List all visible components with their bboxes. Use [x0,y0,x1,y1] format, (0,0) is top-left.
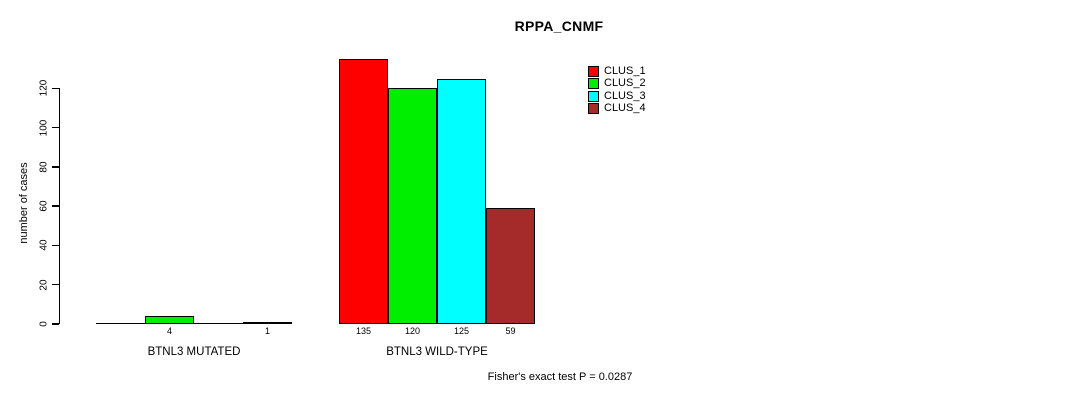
y-axis-tick-label: 0 [38,321,50,327]
x-axis-baseline [96,322,292,324]
bar-clus_2-2 [388,88,437,324]
y-axis-tick-label: 120 [38,80,50,97]
y-axis-tick [51,323,59,325]
bar-value-label: 1 [264,326,270,336]
bar-value-label: 135 [355,326,372,336]
legend-swatch-clus_3 [588,90,599,102]
legend-label-clus_3: CLUS_3 [604,89,646,102]
chart-title: RPPA_CNMF [514,18,604,34]
bar-clus_4-1 [243,322,292,324]
legend-swatch-clus_4 [588,103,599,115]
y-axis-tick-label: 60 [38,200,50,212]
y-axis-tick-label: 40 [38,239,50,252]
bar-clus_3-2 [437,78,486,324]
bar-clus_4-2 [486,208,535,324]
legend-label-clus_4: CLUS_4 [604,102,646,115]
y-axis-label: number of cases [18,162,30,244]
y-axis-tick [51,126,59,129]
y-axis-tick [51,283,59,286]
group-label-2: BTNL3 WILD-TYPE [386,346,488,358]
y-axis-tick-label: 100 [38,119,50,136]
legend-swatch-clus_2 [588,78,599,90]
y-axis-tick [51,244,59,247]
y-axis-tick [51,205,59,207]
group-label-1: BTNL3 MUTATED [147,346,241,358]
bar-clus_2-1 [145,316,194,324]
bar-clus_1-2 [339,58,388,324]
legend-swatch-clus_1 [588,66,599,77]
legend-label-clus_1: CLUS_1 [604,65,646,77]
footnote-text: Fisher's exact test P = 0.0287 [487,371,633,383]
y-axis-tick-label: 80 [38,161,50,173]
y-axis-tick-label: 20 [38,279,50,291]
y-axis-line [58,88,60,324]
bar-value-label: 125 [453,326,470,336]
bar-value-label: 59 [505,326,516,336]
y-axis-tick [51,166,59,168]
bar-value-label: 120 [404,326,421,336]
y-axis-tick [51,87,59,90]
legend-label-clus_2: CLUS_2 [604,77,646,90]
bar-value-label: 4 [166,326,172,336]
